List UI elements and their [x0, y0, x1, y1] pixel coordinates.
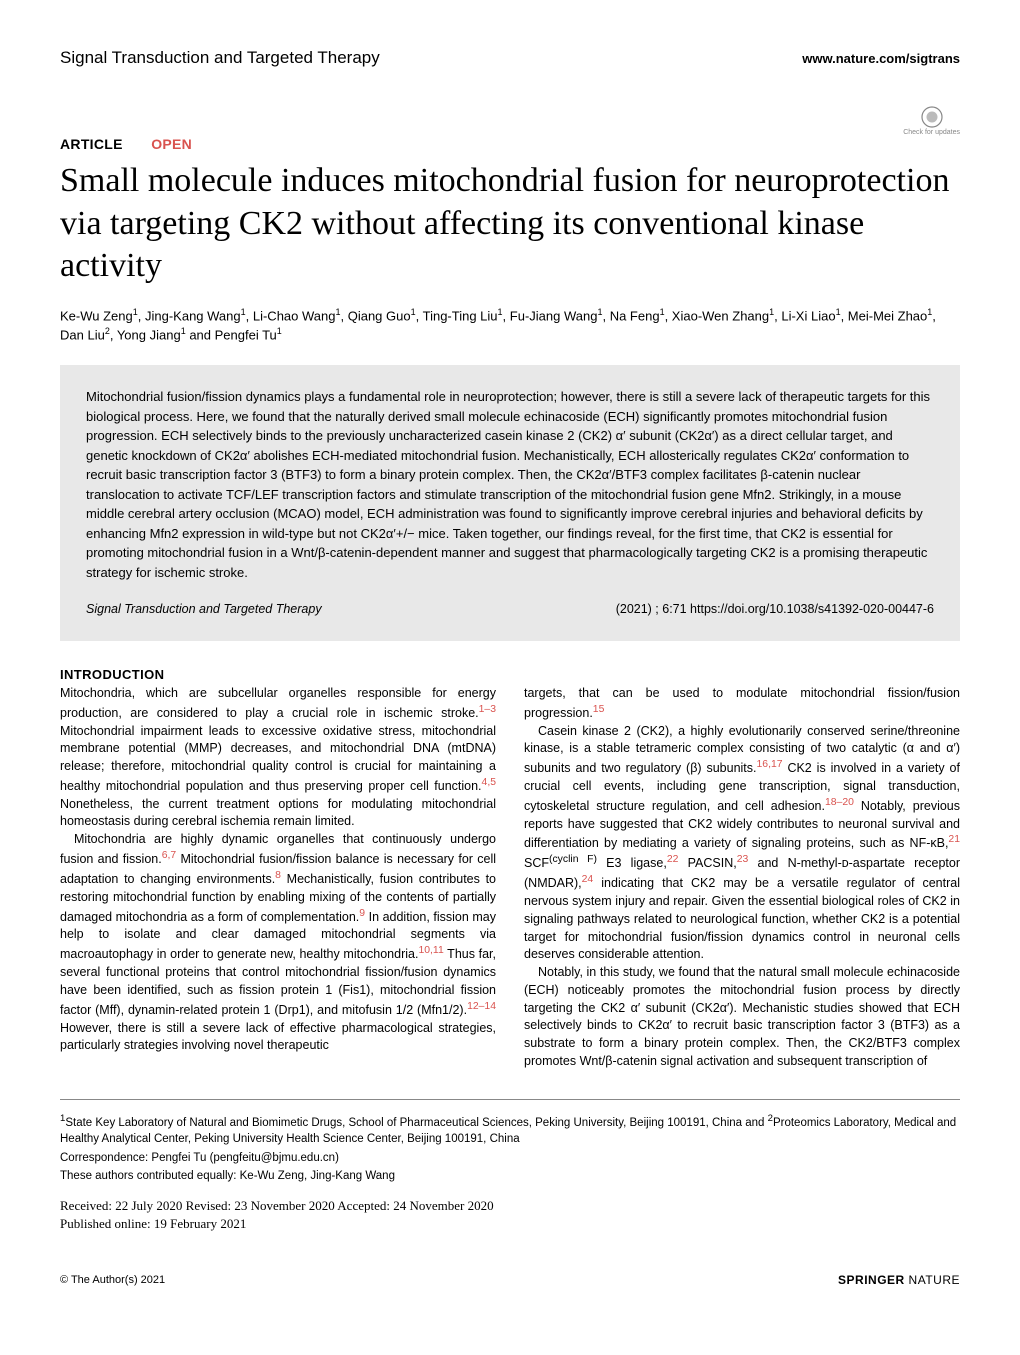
intro-paragraph: Notably, in this study, we found that th… — [524, 964, 960, 1071]
open-access-label: OPEN — [151, 136, 192, 152]
citation-doi: (2021) ; 6:71 https://doi.org/10.1038/s4… — [616, 600, 934, 619]
equal-contribution-text: These authors contributed equally: Ke-Wu… — [60, 1168, 960, 1185]
article-title: Small molecule induces mitochondrial fus… — [60, 160, 960, 288]
introduction-body: Mitochondria, which are subcellular orga… — [60, 685, 960, 1071]
abstract-box: Mitochondrial fusion/fission dynamics pl… — [60, 365, 960, 641]
journal-name: Signal Transduction and Targeted Therapy — [60, 48, 380, 68]
intro-paragraph: targets, that can be used to modulate mi… — [524, 685, 960, 723]
intro-paragraph: Casein kinase 2 (CK2), a highly evolutio… — [524, 723, 960, 965]
page-footer: © The Author(s) 2021 SPRINGER NATURE — [60, 1273, 960, 1287]
intro-paragraph: Mitochondria, which are subcellular orga… — [60, 685, 496, 831]
correspondence-text: Correspondence: Pengfei Tu (pengfeitu@bj… — [60, 1150, 960, 1167]
article-type-row: ARTICLE OPEN — [60, 136, 960, 154]
citation-row: Signal Transduction and Targeted Therapy… — [86, 600, 934, 619]
page-header: Signal Transduction and Targeted Therapy… — [60, 48, 960, 68]
affiliations-text: 1State Key Laboratory of Natural and Bio… — [60, 1112, 960, 1148]
abstract-text: Mitochondrial fusion/fission dynamics pl… — [86, 387, 934, 582]
affiliations-block: 1State Key Laboratory of Natural and Bio… — [60, 1099, 960, 1234]
check-updates-badge[interactable]: Check for updates — [903, 106, 960, 136]
check-updates-icon — [921, 106, 943, 128]
intro-paragraph: Mitochondria are highly dynamic organell… — [60, 831, 496, 1055]
published-line: Published online: 19 February 2021 — [60, 1215, 960, 1233]
author-list: Ke-Wu Zeng1, Jing-Kang Wang1, Li-Chao Wa… — [60, 306, 960, 346]
copyright-text: © The Author(s) 2021 — [60, 1274, 165, 1286]
check-updates-label: Check for updates — [903, 129, 960, 136]
introduction-heading: INTRODUCTION — [60, 667, 960, 682]
journal-url[interactable]: www.nature.com/sigtrans — [802, 51, 960, 66]
dates-block: Received: 22 July 2020 Revised: 23 Novem… — [60, 1197, 960, 1233]
publisher-logo: SPRINGER NATURE — [838, 1273, 960, 1287]
citation-journal: Signal Transduction and Targeted Therapy — [86, 600, 322, 619]
received-line: Received: 22 July 2020 Revised: 23 Novem… — [60, 1197, 960, 1215]
introduction-section: INTRODUCTION Mitochondria, which are sub… — [60, 667, 960, 1071]
article-type-label: ARTICLE — [60, 136, 123, 152]
